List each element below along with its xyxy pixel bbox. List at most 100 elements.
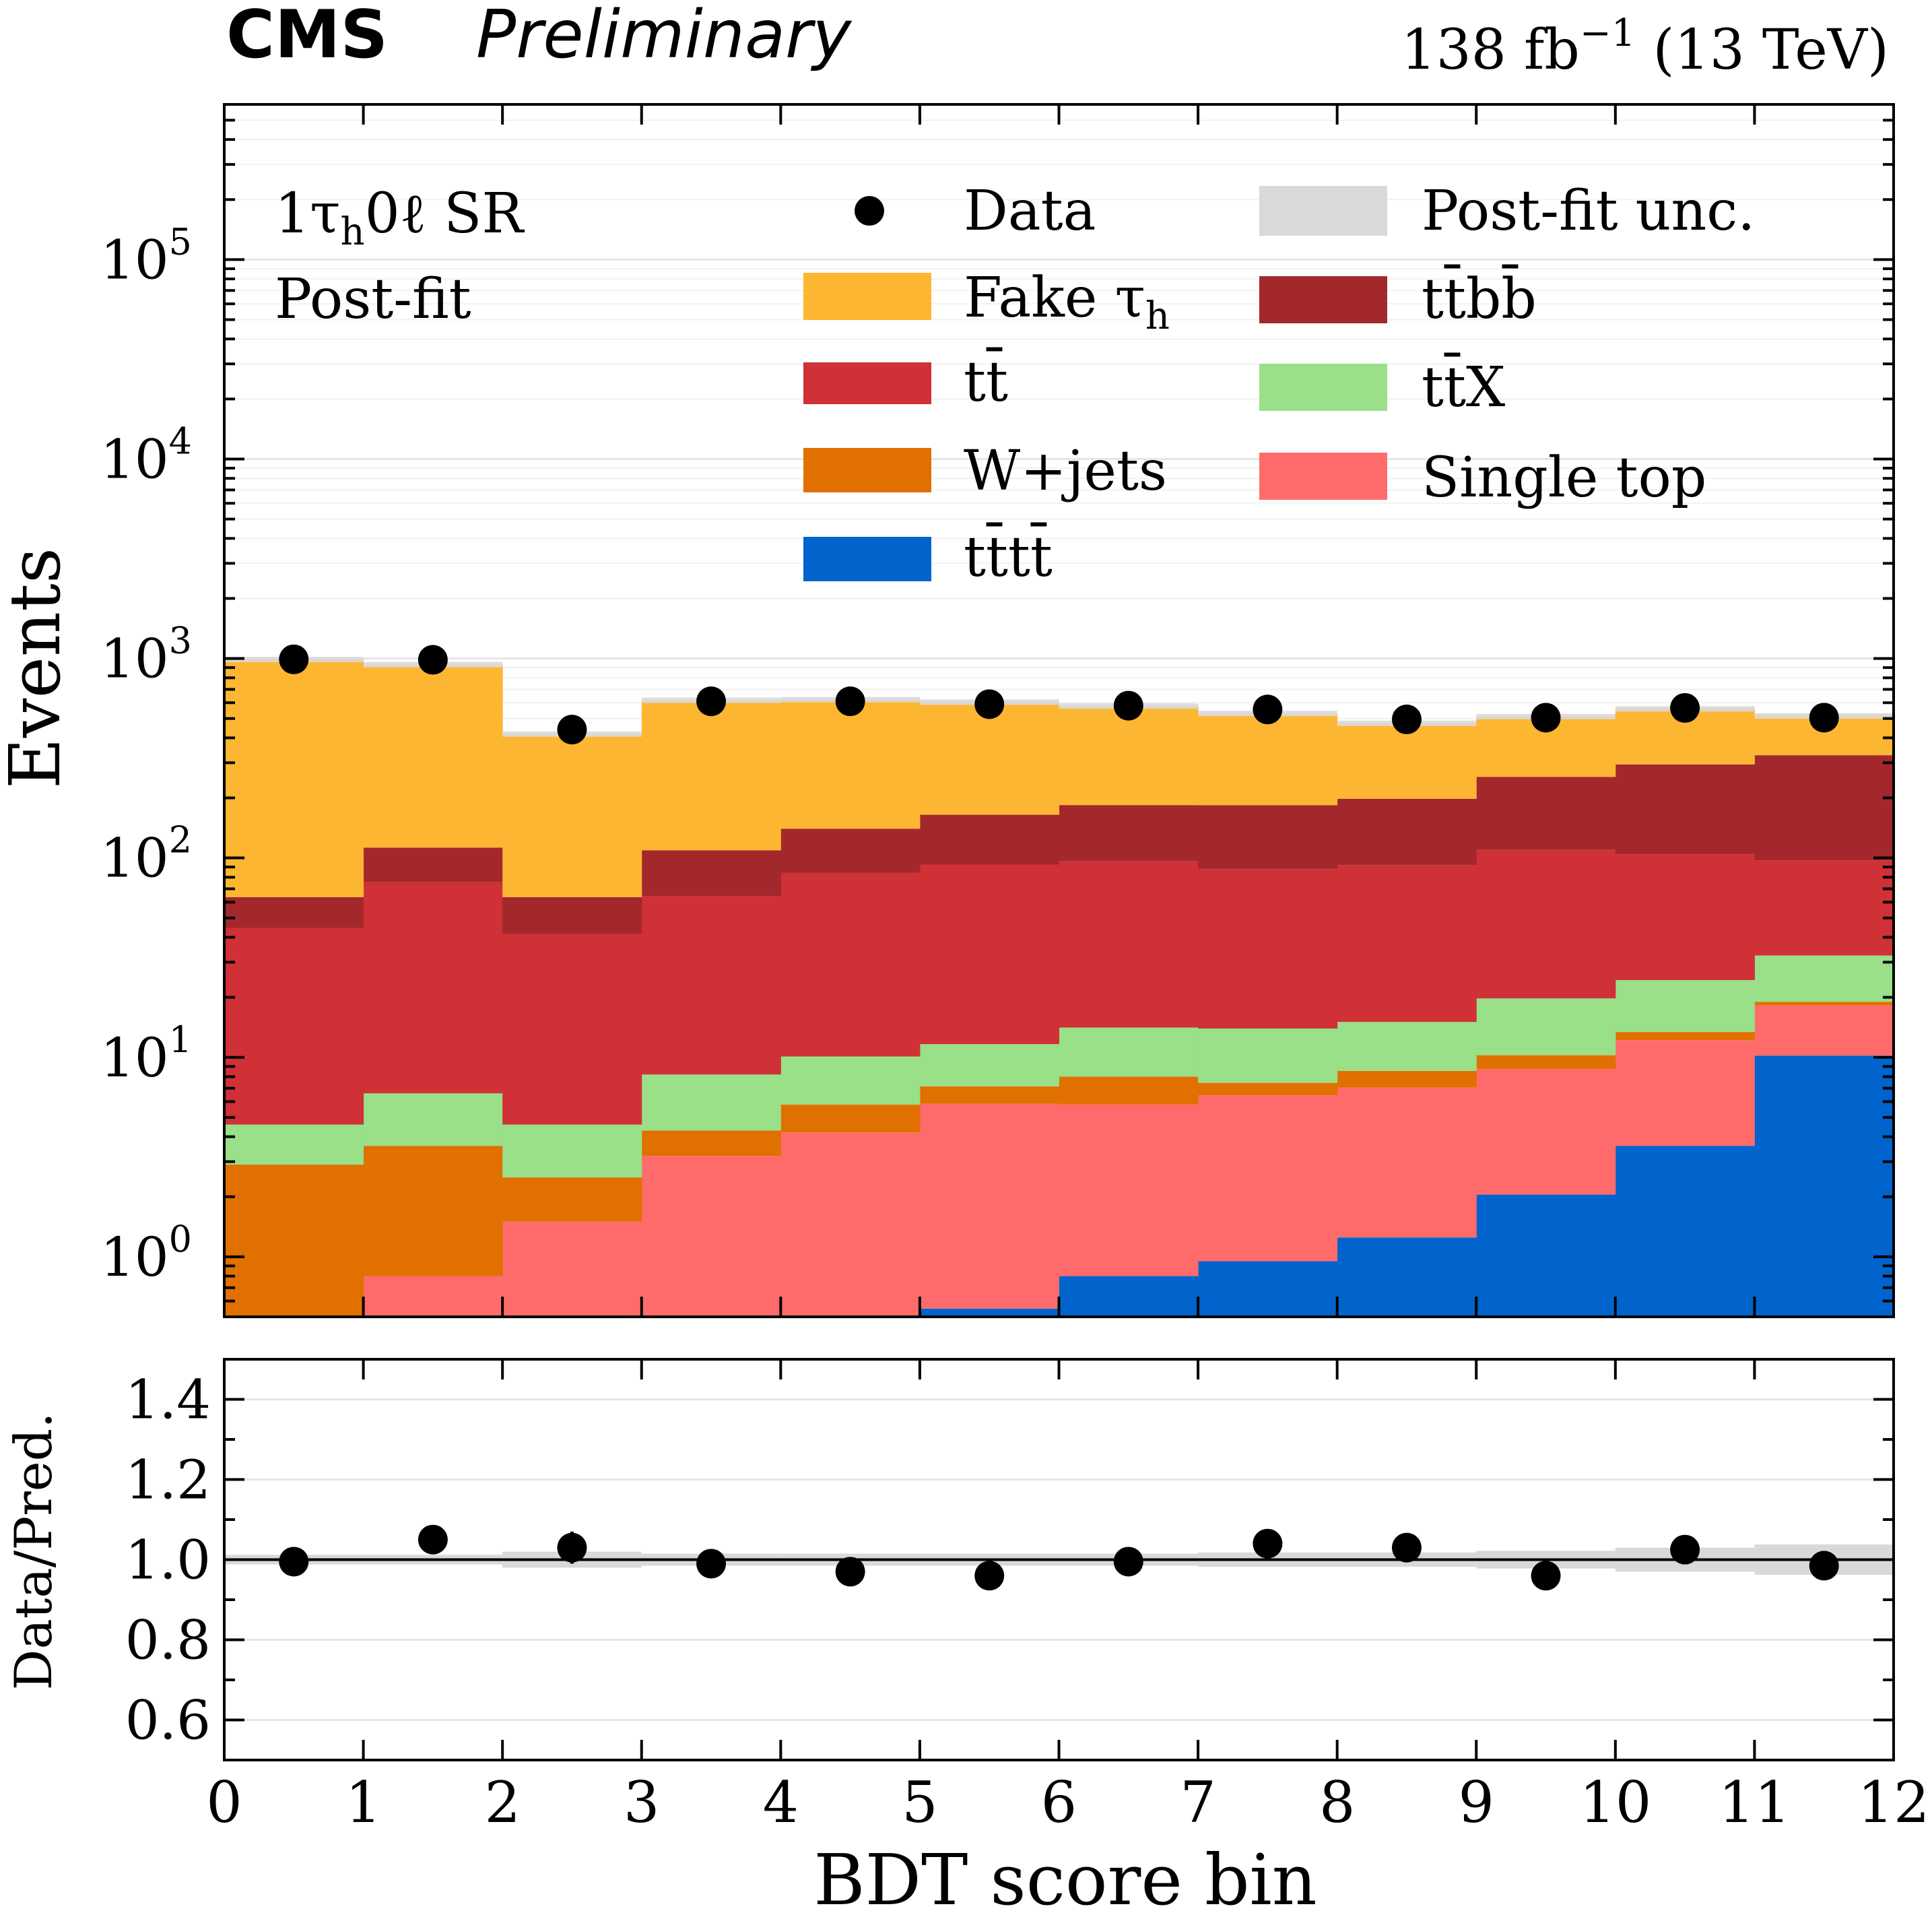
legend-fake-tau-swatch [803, 273, 931, 320]
bar-ttx [1198, 1028, 1338, 1083]
data-point [1253, 694, 1283, 725]
bar-single_top [780, 1132, 921, 1317]
ratio-y-tick-label: 0.8 [125, 1609, 211, 1672]
x-tick-label: 7 [1180, 1769, 1215, 1835]
legend-tttt-label: tt̄tt̄ [964, 522, 1053, 589]
x-tick-label: 6 [1041, 1769, 1077, 1835]
bar-ttx [363, 1093, 503, 1146]
legend-unc-swatch [1259, 186, 1387, 236]
y-tick-label: 103 [100, 620, 192, 690]
bar-ttx [1615, 980, 1755, 1033]
legend-wjets-swatch [803, 448, 931, 492]
ratio-y-tick-label: 1.4 [125, 1369, 211, 1431]
bar-single_top [1198, 1095, 1338, 1262]
bar-single_top [1476, 1068, 1616, 1195]
bar-fake_tau [780, 699, 921, 829]
stack-single_top [363, 1005, 1894, 1317]
legend-tttt-swatch [803, 537, 931, 581]
y-tick-label: 101 [100, 1018, 192, 1089]
y-tick-exponent: 3 [169, 620, 192, 662]
y-tick-label: 105 [100, 220, 192, 291]
bar-tttt [1754, 1055, 1894, 1317]
legend-ttx-swatch [1259, 364, 1387, 411]
bar-ttx [1059, 1027, 1199, 1077]
bar-wjets [1198, 1082, 1338, 1096]
fit-label: Post-fit [275, 267, 471, 331]
stack-tt [224, 849, 1894, 1125]
bar-tttt [1476, 1194, 1616, 1317]
bar-ttbb [363, 847, 503, 882]
preliminary-label: Preliminary [476, 0, 853, 73]
data-point [1531, 703, 1561, 733]
bar-tt [780, 872, 921, 1057]
bar-tt [641, 896, 781, 1075]
y-tick-base: 10 [100, 228, 169, 291]
data-point [1670, 693, 1700, 723]
bar-ttbb [1476, 777, 1616, 850]
y-tick-base: 10 [100, 428, 169, 490]
legend-wjets-label: W+jets [964, 439, 1167, 503]
bar-wjets [641, 1130, 781, 1157]
x-tick-label: 2 [484, 1769, 520, 1835]
ratio-y-tick-label: 1.2 [125, 1449, 211, 1511]
x-tick-label: 10 [1579, 1769, 1651, 1835]
bar-ttbb [641, 850, 781, 897]
bar-tt [1476, 849, 1616, 999]
data-point [1391, 705, 1422, 735]
region-label: 1τh0ℓ SR [275, 182, 525, 254]
ratio-point [1809, 1551, 1839, 1581]
bar-wjets [1615, 1032, 1755, 1041]
bar-tt [1198, 869, 1338, 1029]
bar-fake_tau [919, 702, 1059, 815]
legend-data-marker [855, 196, 884, 226]
bar-single_top [1754, 1005, 1894, 1056]
y-tick-exponent: 5 [169, 220, 192, 263]
bar-tt [1615, 854, 1755, 981]
ratio-point [1113, 1547, 1143, 1577]
bar-ttx [502, 1124, 642, 1178]
bar-wjets [224, 1164, 364, 1317]
bar-fake_tau [363, 664, 503, 848]
bar-single_top [363, 1276, 503, 1317]
bar-tttt [1198, 1261, 1338, 1317]
stack-tttt [919, 1055, 1894, 1317]
legend: Data Fake τh tt̄ W+jets tt̄tt̄ Post-fit … [803, 179, 1755, 589]
bar-wjets [363, 1146, 503, 1276]
legend-fake-tau-text: Fake τ [964, 266, 1145, 330]
legend-ttbb-label: tt̄bb̄ [1422, 264, 1537, 331]
legend-ttx-label: tt̄X [1422, 352, 1505, 420]
x-tick-label: 3 [624, 1769, 659, 1835]
ratio-y-axis-title: Data/Pred. [3, 1412, 63, 1691]
ratio-y-tick-label: 0.6 [125, 1689, 211, 1752]
legend-fake-tau-sub: h [1145, 294, 1170, 338]
y-tick-exponent: 4 [169, 420, 192, 462]
cms-label: CMS [226, 0, 388, 73]
bar-tt [502, 934, 642, 1125]
bar-fake_tau [224, 659, 364, 897]
bar-tt [224, 928, 364, 1125]
ratio-point [696, 1549, 727, 1579]
region-suffix: 0ℓ SR [365, 182, 525, 246]
stack-ttx [224, 955, 1894, 1178]
bar-tttt [1337, 1237, 1477, 1317]
legend-unc-label: Post-fit unc. [1422, 179, 1755, 243]
legend-data-label: Data [964, 179, 1096, 243]
x-tick-label: 8 [1319, 1769, 1355, 1835]
y-tick-base: 10 [100, 1226, 169, 1289]
ratio-point [835, 1557, 865, 1587]
energy-label: (13 TeV) [1653, 18, 1889, 82]
data-point [418, 645, 448, 675]
ratio-point [1531, 1561, 1561, 1591]
bar-single_top [641, 1156, 781, 1317]
y-tick-exponent: 1 [169, 1018, 192, 1061]
bar-ttbb [1059, 805, 1199, 861]
y-tick-exponent: 2 [169, 819, 192, 861]
bar-tt [363, 882, 503, 1094]
x-tick-label: 9 [1459, 1769, 1494, 1835]
legend-single-top-label: Single top [1422, 446, 1706, 510]
data-point [696, 686, 727, 717]
data-point [1809, 703, 1839, 733]
legend-ttbb-swatch [1259, 276, 1387, 323]
